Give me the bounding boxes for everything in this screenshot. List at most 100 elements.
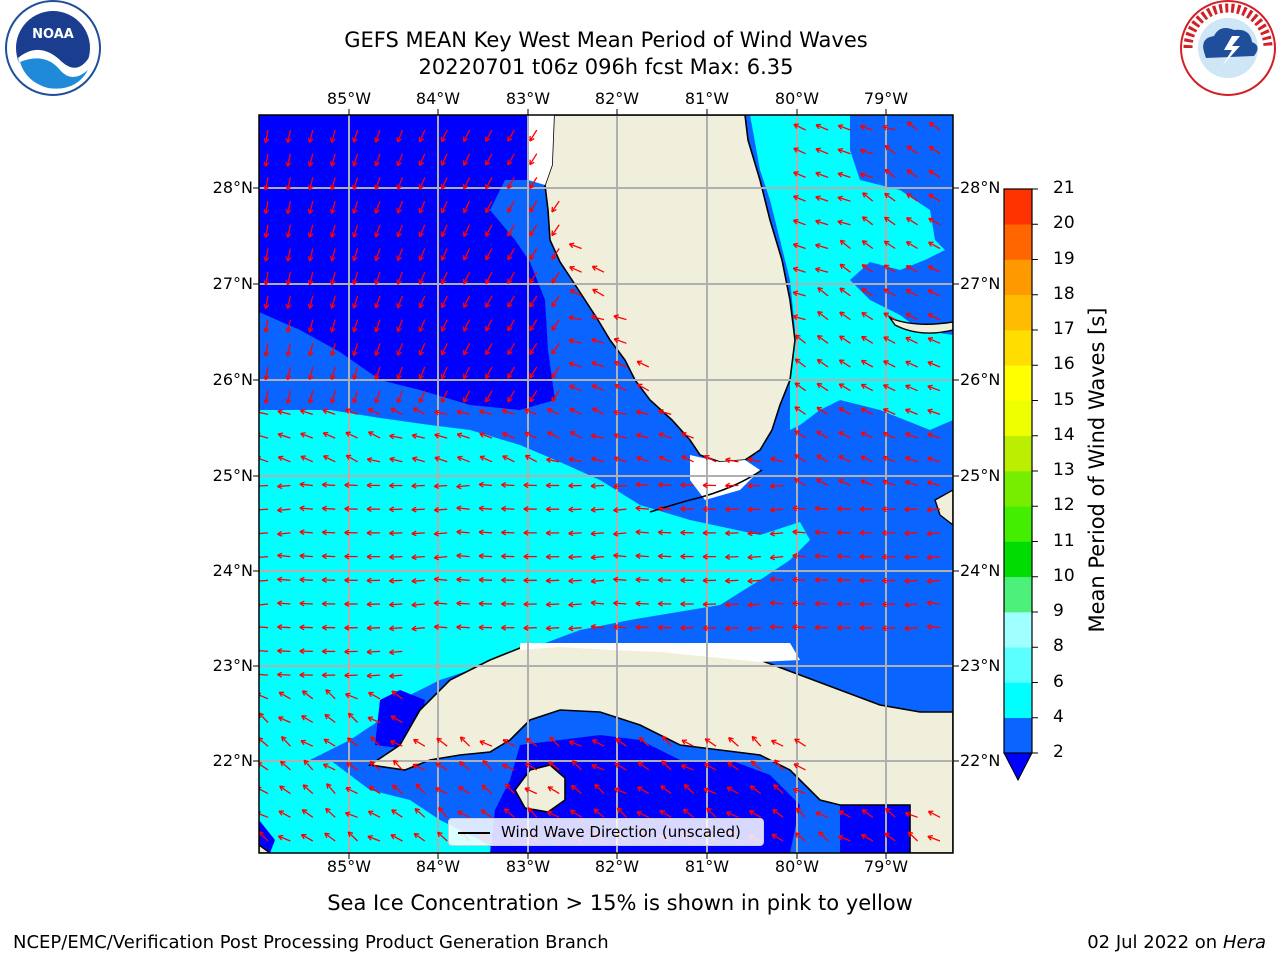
wind-arrow — [301, 809, 314, 818]
colorbar-tick-label: 14 — [1053, 424, 1075, 445]
wind-arrow — [374, 271, 381, 285]
wind-arrow — [259, 602, 269, 608]
wind-arrow — [792, 314, 806, 321]
colorbar-segment — [1004, 612, 1032, 648]
colorbar-tick-label: 21 — [1053, 178, 1075, 198]
wind-arrow — [456, 624, 470, 631]
wind-arrow — [816, 358, 829, 368]
wind-arrow — [548, 761, 560, 771]
wind-arrow — [485, 319, 493, 332]
wind-arrow — [861, 264, 874, 273]
wind-arrow — [793, 763, 806, 771]
wind-arrow — [860, 833, 874, 842]
wind-arrow — [772, 808, 784, 818]
wind-arrow — [501, 529, 515, 536]
wind-arrow — [285, 272, 292, 286]
wind-arrow — [662, 735, 672, 747]
wind-arrow — [613, 360, 627, 368]
map-frame — [258, 114, 954, 854]
chart-title-line2: 20220701 t06z 096h fcst Max: 6.35 — [418, 55, 794, 79]
wind-arrow — [485, 177, 493, 190]
wind-arrow — [570, 809, 582, 818]
wind-arrow — [279, 760, 291, 771]
wind-arrow — [478, 481, 493, 488]
wind-arrow — [259, 786, 269, 795]
colorbar-segment — [1004, 506, 1032, 542]
wind-arrow — [635, 576, 649, 583]
wind-arrow — [366, 529, 381, 536]
wind-arrow — [568, 456, 582, 463]
wind-arrow — [657, 529, 672, 536]
wind-arrow — [352, 153, 359, 167]
wind-arrow — [478, 529, 493, 536]
wind-arrow — [860, 431, 874, 439]
wind-arrow — [905, 360, 918, 368]
wind-arrow — [507, 129, 515, 142]
wind-arrow — [523, 529, 537, 536]
wind-arrow — [285, 319, 292, 333]
wind-arrow — [523, 577, 537, 584]
wind-arrow — [861, 335, 874, 344]
wind-arrow — [773, 784, 784, 795]
wind-arrow — [658, 455, 672, 463]
wind-arrow — [389, 577, 403, 584]
wind-arrow — [590, 433, 605, 440]
wind-arrow — [551, 390, 560, 403]
wind-arrow — [837, 553, 851, 560]
wind-arrow — [440, 271, 448, 285]
wind-arrow — [277, 834, 291, 842]
wind-arrow — [703, 455, 717, 463]
wind-arrow — [523, 553, 537, 560]
wind-arrow — [411, 482, 425, 489]
wind-arrow — [859, 601, 873, 608]
wind-arrow — [881, 530, 896, 537]
wind-arrow — [345, 431, 358, 439]
wind-arrow — [299, 553, 313, 559]
wind-arrow — [277, 409, 291, 416]
wind-arrow — [433, 576, 448, 583]
wind-arrow — [792, 218, 806, 226]
colorbar-tick-label: 12 — [1053, 495, 1075, 516]
wind-arrow — [440, 200, 448, 214]
wind-arrow — [904, 811, 918, 818]
wind-arrow — [590, 483, 605, 489]
wind-arrow — [657, 553, 672, 560]
wind-arrow — [635, 600, 649, 607]
wind-arrow — [396, 343, 404, 356]
wind-arrow — [769, 506, 784, 513]
wind-arrow — [613, 507, 627, 513]
wind-arrow — [418, 200, 426, 214]
wind-arrow — [440, 177, 448, 190]
wind-arrow — [905, 336, 918, 344]
wind-arrow — [263, 177, 270, 191]
wind-arrow — [277, 455, 291, 463]
wind-arrow — [346, 762, 358, 771]
wind-arrow — [529, 177, 538, 189]
land-florida — [544, 115, 796, 463]
wind-arrow — [344, 529, 358, 536]
wind-arrow — [794, 832, 806, 842]
wind-arrow — [905, 265, 918, 273]
wind-arrow — [838, 359, 851, 368]
wind-arrow — [389, 482, 403, 489]
wind-arrow — [418, 366, 426, 380]
wind-arrow — [321, 672, 336, 679]
wind-arrow — [614, 762, 627, 771]
axis-tick-label: 79°W — [863, 89, 909, 108]
wind-arrow — [507, 248, 515, 261]
wind-arrow — [307, 248, 314, 262]
wind-arrow — [503, 808, 515, 818]
wind-arrow — [590, 578, 605, 585]
wind-arrow — [321, 553, 336, 560]
wind-arrow — [352, 224, 359, 238]
wind-arrow — [391, 784, 403, 795]
wind-arrow — [568, 740, 582, 747]
wind-arrow — [321, 481, 336, 488]
wind-arrow — [568, 338, 582, 344]
wind-arrow — [861, 311, 874, 321]
wind-arrow — [368, 691, 381, 700]
wind-arrow — [277, 576, 291, 583]
wind-arrow — [418, 390, 426, 404]
